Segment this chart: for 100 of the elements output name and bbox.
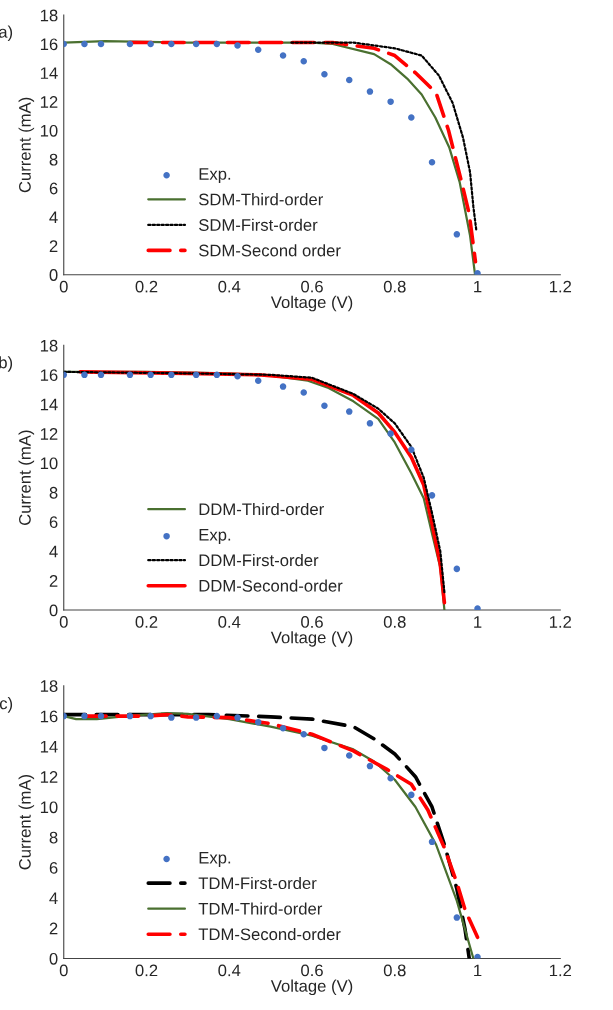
x-tick-label: 0 [59,616,68,628]
y-axis-title: Current (mA) [18,430,35,526]
point [81,40,88,48]
y-tick-label: 14 [40,740,58,753]
y-tick-label: 12 [40,771,58,783]
x-tick-label: 1 [474,964,482,977]
y-tick-label: 4 [49,211,58,224]
point [346,752,353,759]
x-tick-label: 0 [59,280,68,293]
point [428,158,436,166]
point [279,724,287,732]
point [147,712,154,720]
point [366,762,374,770]
point [81,712,88,720]
point [147,371,154,379]
x-tick-label: 0.4 [218,964,241,977]
point [300,389,307,396]
y-tick-label: 8 [49,153,58,166]
legend-label: DDM-First-order [199,553,319,567]
y-tick-label: 4 [49,545,58,558]
point [213,371,221,379]
y-tick-label: 14 [40,398,58,411]
y-tick-label: 0 [49,269,58,281]
legend-label: SDM-First-order [199,218,318,231]
y-tick-label: 4 [49,892,58,904]
point [300,58,307,65]
y-tick-label: 18 [40,680,58,692]
point [321,744,328,752]
point [81,371,88,379]
point [474,270,481,275]
x-tick-label: 0 [59,964,68,977]
point [387,774,394,782]
point [234,373,241,380]
legend-label: TDM-Third-order [198,902,323,915]
point [453,231,461,238]
point [147,40,154,48]
y-tick-label: 12 [40,96,58,108]
y-tick-label: 10 [40,124,58,137]
y-tick-label: 18 [40,339,58,352]
x-axis-title: Voltage (V) [270,295,353,312]
point [408,446,415,454]
point [346,76,353,84]
y-tick-label: 14 [40,67,58,79]
legend-label: SDM-Third-order [199,193,324,206]
x-tick-label: 1.2 [549,280,572,293]
point [126,371,134,379]
x-axis-title: Voltage (V) [270,979,353,996]
legend-label: DDM-Second-order [199,579,343,592]
y-tick-label: 8 [49,486,58,499]
x-tick-label: 0.2 [135,280,158,293]
y-tick-label: 16 [40,369,58,382]
point [321,71,328,78]
point [234,42,241,49]
legend-label: Exp. [199,851,231,867]
legend-label: Exp. [199,529,231,544]
x-tick-label: 0.6 [301,964,323,977]
y-axis-title: Current (mA) [18,775,35,870]
x-tick-label: 0.8 [383,964,406,977]
y-tick-label: 2 [49,575,58,587]
x-tick-label: 0.8 [383,616,406,628]
point [168,371,175,379]
text: b) [0,356,13,372]
x-tick-label: 1.2 [549,616,572,628]
point [453,565,461,573]
x-tick-label: 0.2 [135,616,158,628]
x-tick-label: 0.6 [301,616,323,628]
y-tick-label: 0 [49,952,58,965]
x-tick-label: 1.2 [549,964,572,977]
x-tick-label: 0.8 [383,280,406,293]
point [192,714,200,721]
point [97,712,105,720]
point [213,712,221,720]
legend-label: Exp. [199,168,231,184]
legend-label: SDM-Second order [199,244,341,257]
x-tick-label: 0.4 [218,280,241,293]
y-tick-label: 6 [49,516,58,529]
text: c) [0,697,13,713]
point [234,714,241,721]
point [387,98,394,105]
y-tick-label: 6 [49,861,58,874]
point [387,430,394,437]
point [126,40,134,48]
point [97,40,105,48]
y-tick-label: 10 [40,801,58,814]
y-tick-label: 12 [40,428,58,440]
y-tick-label: 16 [40,710,58,723]
point [254,46,262,54]
point [168,714,175,721]
point [408,791,415,799]
point [279,383,287,390]
y-tick-label: 6 [49,182,58,195]
point [168,40,175,48]
point [321,402,328,409]
point [126,712,134,720]
point [254,377,262,384]
point [453,914,461,921]
point [213,40,221,48]
x-tick-label: 0.6 [301,280,323,293]
x-tick-label: 0.2 [135,964,158,977]
point [366,88,374,95]
